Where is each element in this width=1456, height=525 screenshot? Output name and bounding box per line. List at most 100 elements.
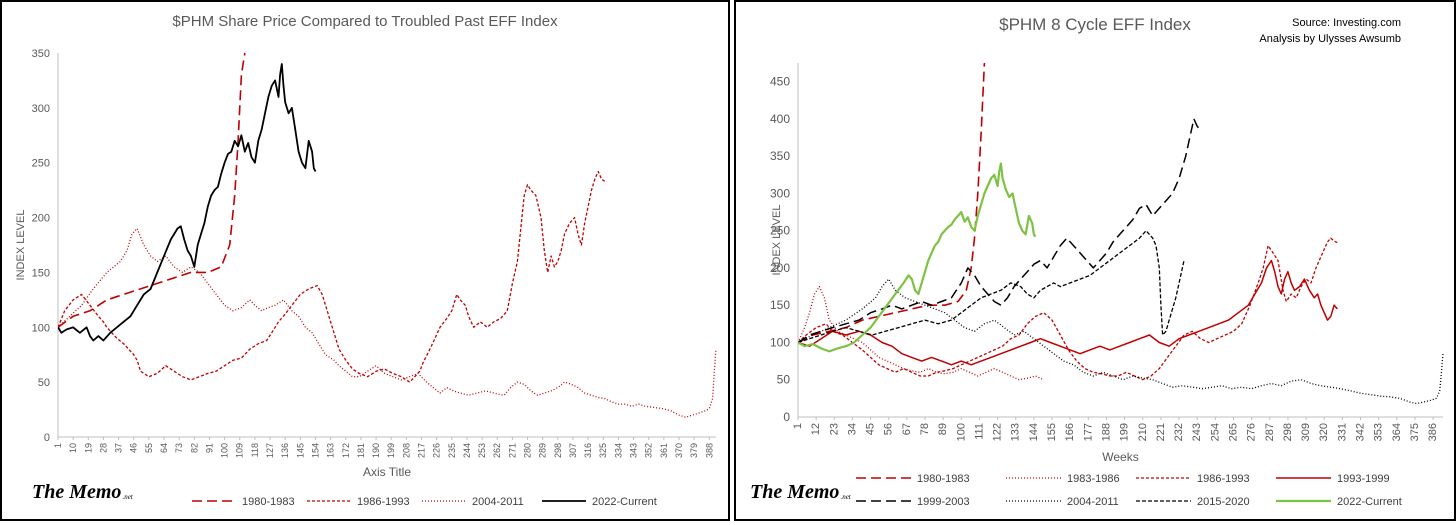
x-tick-label: 109 xyxy=(235,443,245,458)
y-tick-label: 50 xyxy=(777,373,791,387)
y-tick-label: 0 xyxy=(44,432,50,444)
x-tick-label: 73 xyxy=(174,443,184,453)
y-tick-label: 400 xyxy=(770,112,790,126)
x-tick-label: 19 xyxy=(83,443,93,453)
x-tick-label: 155 xyxy=(1046,423,1058,441)
series-line-1983-1986 xyxy=(798,285,1045,381)
x-tick-label: 190 xyxy=(371,443,381,458)
chart-panel-left: $PHM Share Price Compared to Troubled Pa… xyxy=(0,0,730,521)
x-tick-label: 45 xyxy=(865,423,877,435)
x-tick-label: 370 xyxy=(674,443,684,458)
x-tick-label: 316 xyxy=(583,443,593,458)
x-tick-label: 100 xyxy=(955,423,967,441)
x-tick-label: 265 xyxy=(1227,423,1239,441)
x-tick-label: 122 xyxy=(992,423,1004,441)
x-tick-label: 133 xyxy=(1010,423,1022,441)
chart-title: $PHM Share Price Compared to Troubled Pa… xyxy=(172,13,558,30)
logo-suffix: .net xyxy=(840,493,851,501)
y-tick-label: 150 xyxy=(770,298,790,312)
x-tick-label: 325 xyxy=(598,443,608,458)
legend-label: 2022-Current xyxy=(1337,496,1402,508)
series-line-2004-2011 xyxy=(798,278,1444,405)
x-tick-label: 177 xyxy=(1082,423,1094,441)
x-tick-label: 353 xyxy=(1373,423,1385,441)
x-tick-label: 144 xyxy=(1028,423,1040,441)
x-tick-label: 127 xyxy=(265,443,275,458)
x-tick-label: 287 xyxy=(1264,423,1276,441)
x-tick-label: 145 xyxy=(295,443,305,458)
y-tick-label: 450 xyxy=(770,75,790,89)
x-axis-title: Weeks xyxy=(1102,450,1138,464)
y-tick-label: 50 xyxy=(38,377,50,389)
legend-label: 2004-2011 xyxy=(1067,496,1119,508)
legend-label: 2015-2020 xyxy=(1197,496,1250,508)
x-tick-label: 343 xyxy=(629,443,639,458)
legend-label: 1999-2003 xyxy=(917,496,970,508)
x-tick-label: 226 xyxy=(432,443,442,458)
x-tick-label: 386 xyxy=(1427,423,1439,441)
x-tick-label: 352 xyxy=(644,443,654,458)
x-tick-label: 111 xyxy=(973,423,985,440)
x-tick-label: 298 xyxy=(553,443,563,458)
x-tick-label: 172 xyxy=(341,443,351,458)
y-tick-label: 100 xyxy=(770,335,790,349)
x-tick-label: 217 xyxy=(416,443,426,458)
y-tick-label: 350 xyxy=(770,149,790,163)
x-tick-label: 309 xyxy=(1300,423,1312,441)
x-tick-label: 55 xyxy=(144,443,154,453)
y-tick-label: 0 xyxy=(783,410,790,424)
x-tick-label: 37 xyxy=(114,443,124,453)
x-tick-label: 289 xyxy=(538,443,548,458)
logo-text: The Memo xyxy=(750,481,839,503)
series-line-1993-1999 xyxy=(798,259,1338,366)
x-tick-label: 253 xyxy=(477,443,487,458)
x-tick-label: 154 xyxy=(310,443,320,458)
x-tick-label: 89 xyxy=(937,423,949,435)
x-tick-label: 388 xyxy=(704,443,714,458)
x-tick-label: 46 xyxy=(129,443,139,453)
y-tick-label: 350 xyxy=(32,48,50,60)
chart-left-svg: $PHM Share Price Compared to Troubled Pa… xyxy=(15,13,717,508)
x-tick-label: 375 xyxy=(1409,423,1421,441)
logo-suffix: .net xyxy=(122,493,133,501)
x-tick-label: 56 xyxy=(883,423,895,435)
x-tick-label: 28 xyxy=(98,443,108,453)
series-line-2022-Current xyxy=(58,63,317,342)
x-tick-label: 232 xyxy=(1173,423,1185,441)
series-line-1980-1983 xyxy=(58,52,246,328)
chart-panel-right: $PHM 8 Cycle EFF Index Source: Investing.… xyxy=(734,0,1456,521)
x-tick-label: 166 xyxy=(1064,423,1076,441)
legend-label: 1993-1999 xyxy=(1337,473,1390,485)
series-line-1986-1993 xyxy=(798,237,1338,381)
y-tick-label: 300 xyxy=(770,186,790,200)
x-tick-label: 78 xyxy=(919,423,931,435)
x-tick-label: 276 xyxy=(1246,423,1258,441)
series-line-2015-2020 xyxy=(798,230,1185,344)
x-tick-label: 271 xyxy=(507,443,517,458)
x-tick-label: 1 xyxy=(53,443,63,448)
x-tick-label: 221 xyxy=(1155,423,1167,441)
x-tick-label: 199 xyxy=(1119,423,1131,441)
legend-label: 2022-Current xyxy=(592,496,657,508)
legend-label: 1980-1983 xyxy=(917,473,970,485)
logo-text: The Memo xyxy=(32,481,121,503)
source-note: Analysis by Ulysses Awsumb xyxy=(1259,33,1401,45)
y-tick-label: 200 xyxy=(770,261,790,275)
chart-title: $PHM 8 Cycle EFF Index xyxy=(999,15,1191,34)
x-tick-label: 12 xyxy=(810,423,822,435)
x-tick-label: 361 xyxy=(659,443,669,458)
x-tick-label: 82 xyxy=(189,443,199,453)
x-tick-label: 235 xyxy=(447,443,457,458)
y-tick-label: 200 xyxy=(32,213,50,225)
x-tick-label: 307 xyxy=(568,443,578,458)
x-tick-label: 1 xyxy=(792,423,804,429)
legend-label: 1980-1983 xyxy=(242,496,295,508)
x-tick-label: 67 xyxy=(901,423,913,435)
x-tick-label: 64 xyxy=(159,443,169,453)
x-tick-label: 262 xyxy=(492,443,502,458)
legend-label: 2004-2011 xyxy=(472,496,524,508)
x-tick-label: 331 xyxy=(1336,423,1348,441)
series-line-2004-2011 xyxy=(58,227,717,418)
x-tick-label: 320 xyxy=(1318,423,1330,441)
x-tick-label: 379 xyxy=(689,443,699,458)
